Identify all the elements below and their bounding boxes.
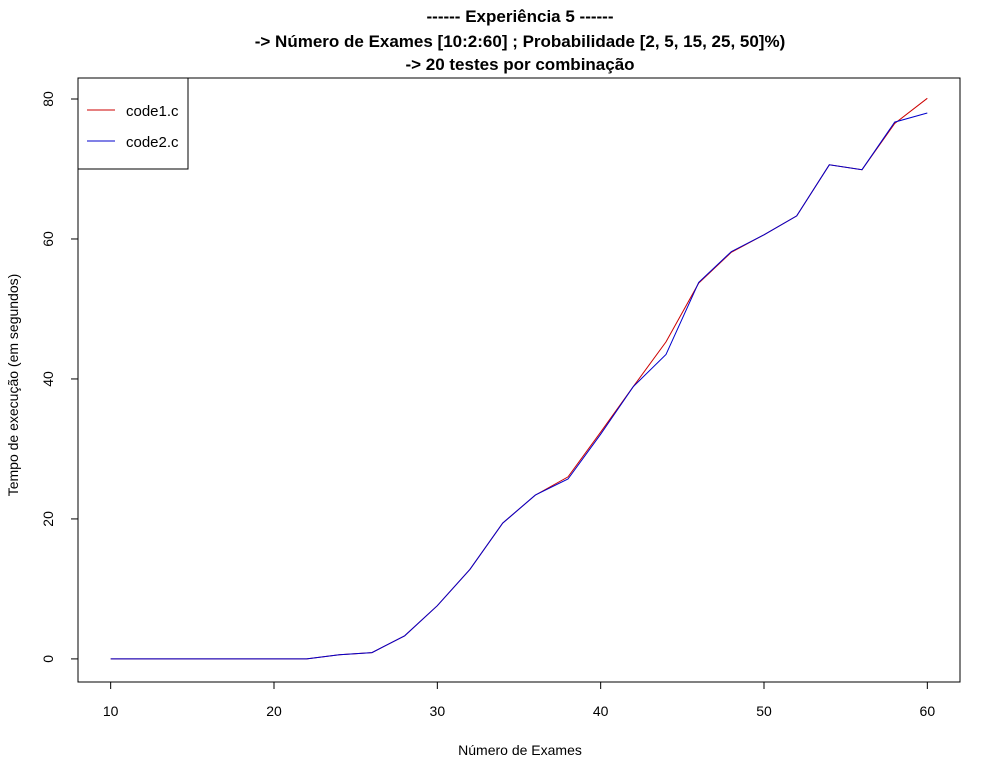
- title-line-1: ------ Experiência 5 ------: [427, 7, 614, 26]
- x-tick-label: 50: [756, 703, 772, 719]
- x-tick-label: 60: [920, 703, 936, 719]
- legend: code1.c code2.c: [77, 77, 189, 170]
- title-line-3: -> 20 testes por combinação: [405, 55, 634, 74]
- y-tick-label: 60: [40, 231, 56, 247]
- series-line-code1c: [110, 97, 928, 660]
- y-tick-label: 80: [40, 91, 56, 107]
- title-line-2: -> Número de Exames [10:2:60] ; Probabil…: [255, 32, 786, 51]
- y-axis-label: Tempo de execução (em segundos): [5, 274, 21, 497]
- x-tick-label: 20: [266, 703, 282, 719]
- x-axis: 10 20 30 40 50 60: [103, 682, 935, 719]
- legend-label-code2: code2.c: [126, 134, 179, 151]
- legend-label-code1: code1.c: [126, 103, 179, 120]
- y-tick-label: 0: [40, 655, 56, 663]
- y-axis: 0 20 40 60 80: [40, 91, 78, 663]
- plot-frame: [77, 77, 961, 683]
- y-tick-label: 20: [40, 511, 56, 527]
- x-tick-label: 30: [430, 703, 446, 719]
- x-axis-label: Número de Exames: [458, 742, 582, 758]
- series-line-code2c: [110, 112, 928, 660]
- y-tick-label: 40: [40, 371, 56, 387]
- series-layer: [110, 97, 928, 660]
- legend-box: [77, 77, 189, 170]
- x-tick-label: 40: [593, 703, 609, 719]
- x-tick-label: 10: [103, 703, 119, 719]
- chart-title: ------ Experiência 5 ------ -> Número de…: [255, 7, 786, 74]
